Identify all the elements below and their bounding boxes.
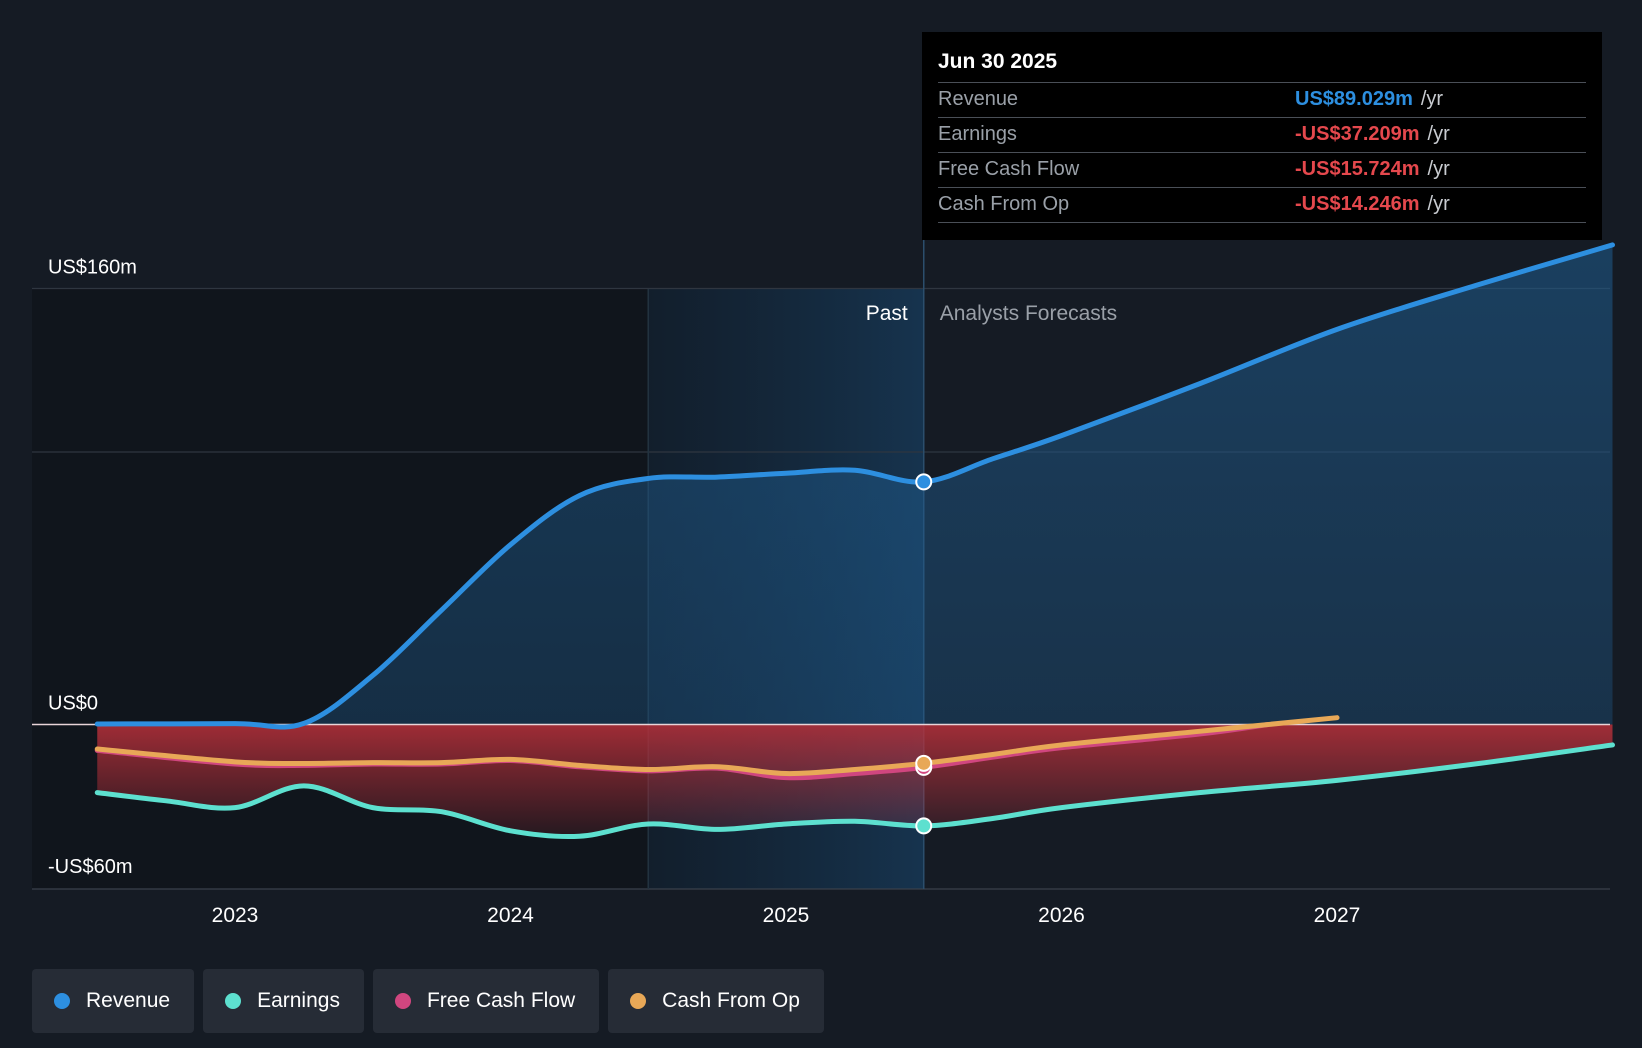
tooltip-value: -US$14.246m (1295, 193, 1420, 215)
x-tick-label: 2024 (487, 904, 534, 927)
earnings-line (94, 742, 1615, 839)
revenue-line (94, 242, 1615, 730)
cash-from-op-marker (915, 754, 933, 772)
legend-label: Revenue (86, 989, 171, 1012)
tooltip-unit: /yr (1427, 123, 1450, 145)
tooltip-row-cash-from-op: Cash From Op -US$14.246m /yr (938, 188, 1586, 223)
legend-item-free-cash-flow[interactable]: Free Cash Flow (372, 969, 600, 1033)
tooltip-label: Earnings (938, 123, 1017, 145)
cash-from-op-line (94, 715, 1340, 777)
revenue-dot-icon (54, 993, 70, 1009)
series-lines (32, 242, 1615, 839)
earnings-area (97, 724, 1613, 837)
revenue-marker (915, 473, 933, 491)
earnings-dot-icon (225, 993, 242, 1009)
y-axis-labels: US$160m US$0 -US$60m (48, 257, 137, 879)
tooltip-unit: /yr (1420, 88, 1444, 110)
tooltip-value: -US$37.209m (1295, 123, 1420, 145)
legend-item-earnings[interactable]: Earnings (203, 969, 364, 1033)
tooltip-unit: /yr (1427, 158, 1450, 180)
tooltip-row-free-cash-flow: Free Cash Flow -US$15.724m /yr (938, 153, 1586, 188)
tooltip-label: Revenue (938, 88, 1019, 110)
tooltip-value: -US$15.724m (1295, 158, 1420, 180)
x-tick-label: 2023 (212, 904, 259, 927)
x-axis-labels: 2023 2024 2025 2026 2027 (212, 904, 1361, 927)
legend-label: Cash From Op (662, 989, 800, 1012)
forecast-section-label: Analysts Forecasts (940, 302, 1117, 325)
tooltip-label: Free Cash Flow (938, 158, 1080, 180)
legend-label: Earnings (257, 989, 340, 1012)
y-tick-label: -US$60m (48, 856, 132, 878)
cash-from-op-dot-icon (630, 993, 647, 1009)
x-tick-label: 2027 (1314, 904, 1361, 927)
past-section-label: Past (866, 302, 908, 325)
highlight-markers (915, 473, 933, 835)
tooltip-row-earnings: Earnings -US$37.209m /yr (938, 118, 1586, 153)
revenue-area (97, 244, 1613, 728)
x-tick-label: 2026 (1038, 904, 1085, 927)
legend-item-cash-from-op[interactable]: Cash From Op (608, 969, 824, 1033)
y-tick-label: US$160m (48, 257, 137, 279)
tooltip-label: Cash From Op (938, 193, 1070, 215)
y-tick-label: US$0 (48, 693, 98, 715)
x-tick-label: 2025 (763, 904, 810, 927)
free-cash-flow-dot-icon (394, 993, 411, 1009)
tooltip-value: US$89.029m (1295, 88, 1413, 110)
earnings-marker (915, 817, 933, 835)
legend: Revenue Earnings Free Cash Flow Cash Fro… (32, 969, 833, 1033)
tooltip-date: Jun 30 2025 (938, 46, 1586, 83)
tooltip-unit: /yr (1427, 193, 1450, 215)
area-fills (97, 244, 1613, 837)
tooltip: Jun 30 2025 Revenue US$89.029m /yr Earni… (922, 32, 1602, 240)
legend-label: Free Cash Flow (426, 989, 576, 1012)
tooltip-row-revenue: Revenue US$89.029m /yr (938, 83, 1586, 118)
legend-item-revenue[interactable]: Revenue (32, 969, 195, 1033)
